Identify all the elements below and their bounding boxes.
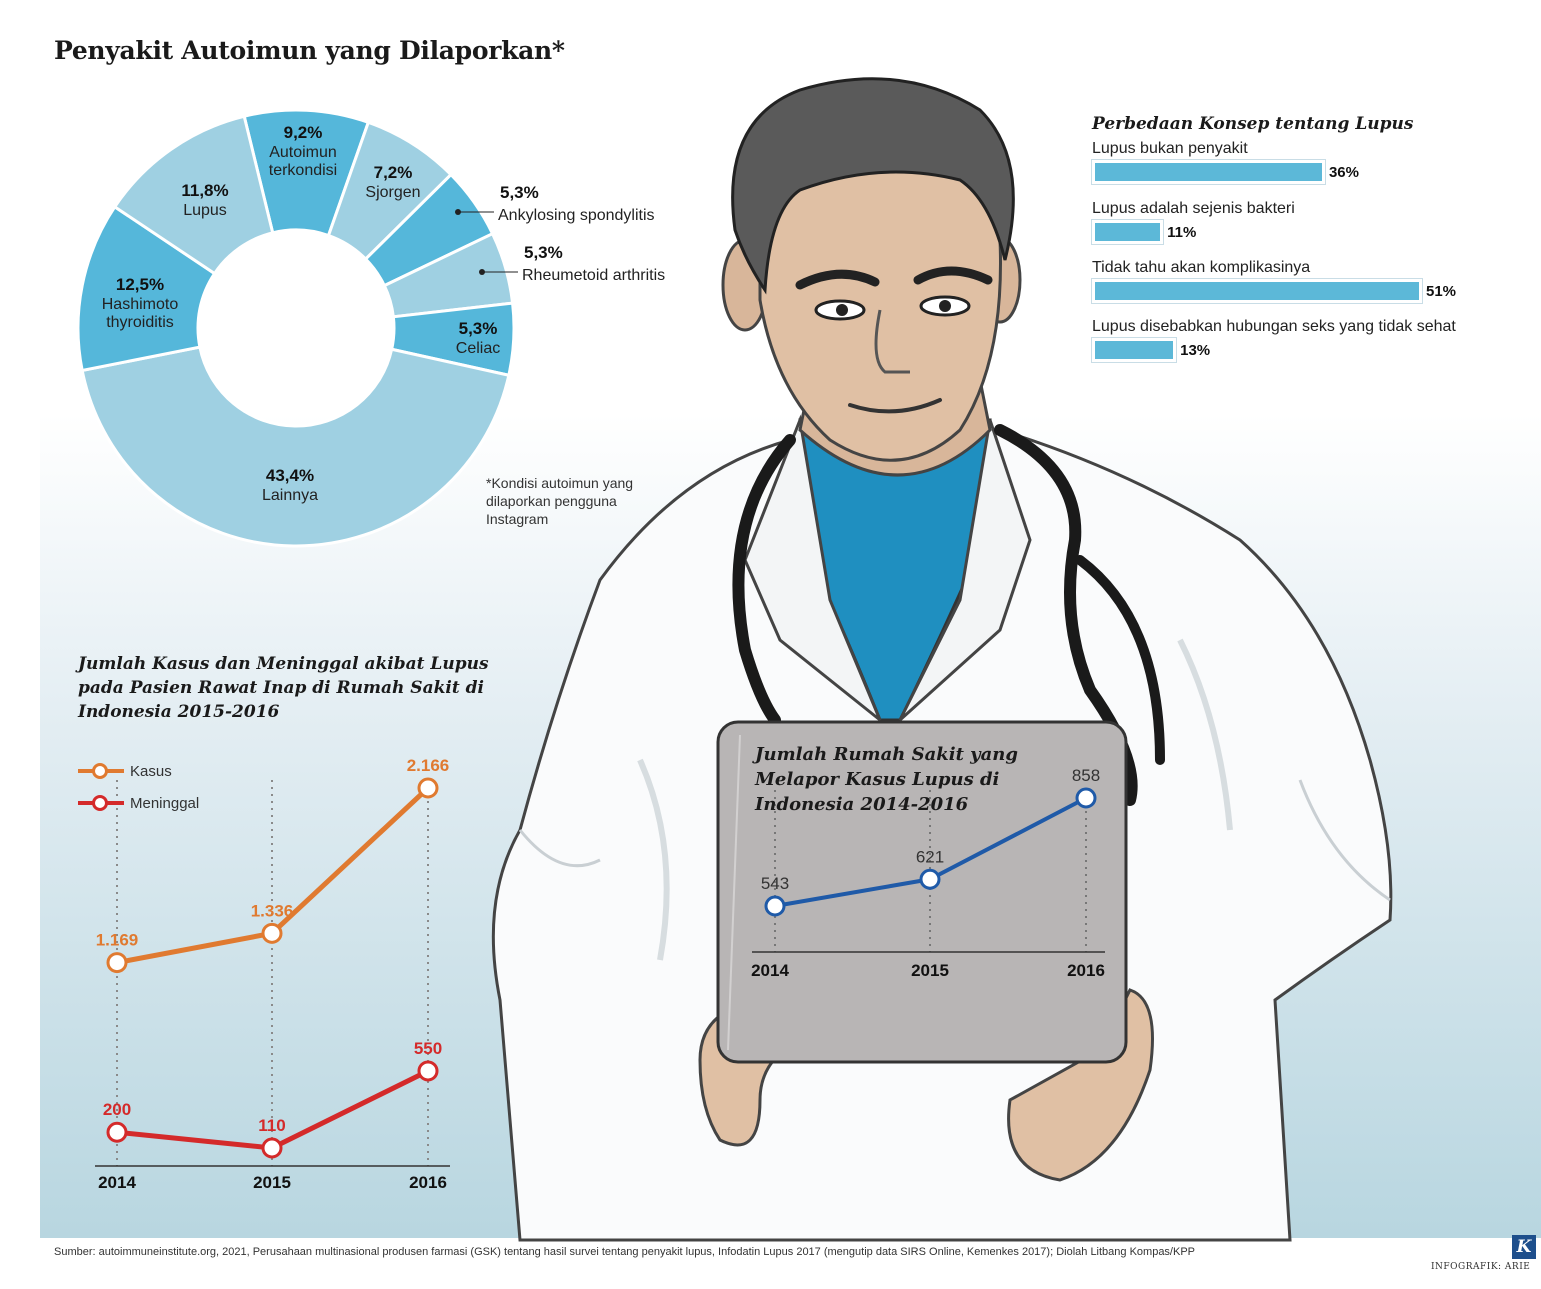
donut-slice-label: Sjorgen xyxy=(365,184,420,201)
hair xyxy=(731,77,1015,295)
concept-label: Tidak tahu akan komplikasinya xyxy=(1092,259,1311,276)
concept-bar xyxy=(1092,160,1325,184)
concept-value-label: 11% xyxy=(1167,223,1197,241)
concept-label: Lupus bukan penyakit xyxy=(1092,140,1248,157)
data-point xyxy=(764,895,786,917)
donut-slice-value: 5,3% xyxy=(524,243,563,262)
data-label: 110 xyxy=(258,1116,285,1135)
collar xyxy=(743,414,882,722)
x-tick-label: 2016 xyxy=(1067,961,1105,980)
concept-item: Lupus disebabkan hubungan seks yang tida… xyxy=(1092,318,1512,362)
concept-item: Lupus bukan penyakit 36% xyxy=(1092,140,1512,184)
donut-slice xyxy=(80,345,511,548)
data-point xyxy=(261,922,283,944)
legend-swatch-meninggal xyxy=(78,794,124,812)
data-label: 621 xyxy=(916,847,944,866)
data-label: 1.336 xyxy=(251,901,294,920)
donut-callouts: 5,3% Ankylosing spondylitis 5,3% Rheumetoid… xyxy=(455,183,665,284)
main-title: Penyakit Autoimun yang Dilaporkan* xyxy=(54,36,565,65)
donut-slice-value: 9,2% xyxy=(284,123,323,142)
x-tick-label: 2015 xyxy=(253,1173,291,1192)
data-label: 543 xyxy=(761,874,789,893)
infographic-credit: INFOGRAFIK: ARIE xyxy=(1431,1262,1531,1272)
concept-value-label: 36% xyxy=(1328,163,1359,181)
concept-value-label: 13% xyxy=(1180,341,1211,359)
tablet xyxy=(716,720,1128,1064)
data-label: 2.166 xyxy=(407,756,450,775)
donut-slice-value: 11,8% xyxy=(181,181,228,200)
concept-item: Lupus adalah sejenis bakteri 11% xyxy=(1092,200,1512,244)
concept-label: Lupus adalah sejenis bakteri xyxy=(1092,200,1295,217)
donut-slice-value: 43,4% xyxy=(266,466,314,485)
donut-slice xyxy=(112,114,275,276)
donut-slice-label: Autoimun terkondisi xyxy=(269,144,337,179)
kompas-logo: K xyxy=(1512,1235,1536,1259)
data-point xyxy=(1075,787,1097,809)
donut-slice-value: 12,5% xyxy=(116,275,164,294)
x-tick-label: 2014 xyxy=(751,961,789,980)
donut-footnote: *Kondisi autoimun yang dilaporkan penggu… xyxy=(486,475,634,527)
hospital-chart-title: Jumlah Rumah Sakit yang Melapor Kasus Lu… xyxy=(755,744,1018,815)
legend-label: Meninggal xyxy=(130,794,200,812)
data-point xyxy=(106,952,128,974)
x-tick-label: 2014 xyxy=(98,1173,136,1192)
concept-bar xyxy=(1092,338,1177,362)
source-note: Sumber: autoimmuneinstitute.org, 2021, P… xyxy=(54,1246,1196,1258)
donut-slice-label: Hashimoto thyroiditis xyxy=(102,296,179,331)
data-label: 200 xyxy=(103,1100,131,1119)
donut-slice-label: Rheumetoid arthritis xyxy=(522,267,665,284)
donut-slice-value: 5,3% xyxy=(500,183,539,202)
donut-slice-label: Celiac xyxy=(456,340,500,357)
cases-chart-title: Jumlah Kasus dan Meninggal akibat Lupus … xyxy=(78,654,489,722)
concept-chart-title: Perbedaan Konsep tentang Lupus xyxy=(1092,114,1414,134)
legend-swatch-kasus xyxy=(78,762,124,780)
concept-label: Lupus disebabkan hubungan seks yang tida… xyxy=(1092,318,1456,335)
donut-chart: 9,2% Autoimun terkondisi 7,2% Sjorgen 5,3% Cel… xyxy=(76,108,516,548)
concept-item: Tidak tahu akan komplikasinya 51% xyxy=(1092,259,1512,303)
x-tick-label: 2015 xyxy=(911,961,949,980)
data-label: 1.169 xyxy=(96,931,139,950)
donut-slice-label: Lainnya xyxy=(262,487,318,504)
legend-item-meninggal: Meninggal xyxy=(78,794,199,812)
x-tick-label: 2016 xyxy=(409,1173,447,1192)
concept-value-label: 51% xyxy=(1426,282,1457,300)
hospital-report-line-chart: 543 621 858 2014 2015 2016 xyxy=(751,766,1105,980)
data-point xyxy=(417,1060,439,1082)
data-point xyxy=(417,777,439,799)
data-label: 550 xyxy=(414,1039,442,1058)
concept-bar xyxy=(1092,279,1422,303)
data-label: 858 xyxy=(1072,766,1100,785)
data-point xyxy=(106,1121,128,1143)
lupus-cases-line-chart: 1.169 1.336 2.166 200 110 550 2014 2015 2016 xyxy=(95,756,450,1192)
data-point xyxy=(919,868,941,890)
concept-bar xyxy=(1092,220,1164,244)
donut-slice-value: 7,2% xyxy=(374,163,413,182)
data-point xyxy=(261,1137,283,1159)
legend-item-kasus: Kasus xyxy=(78,762,172,780)
donut-slice-label: Lupus xyxy=(183,202,227,219)
donut-slice-value: 5,3% xyxy=(459,319,498,338)
donut-slice-label: Ankylosing spondylitis xyxy=(498,207,655,224)
legend-label: Kasus xyxy=(130,762,172,780)
